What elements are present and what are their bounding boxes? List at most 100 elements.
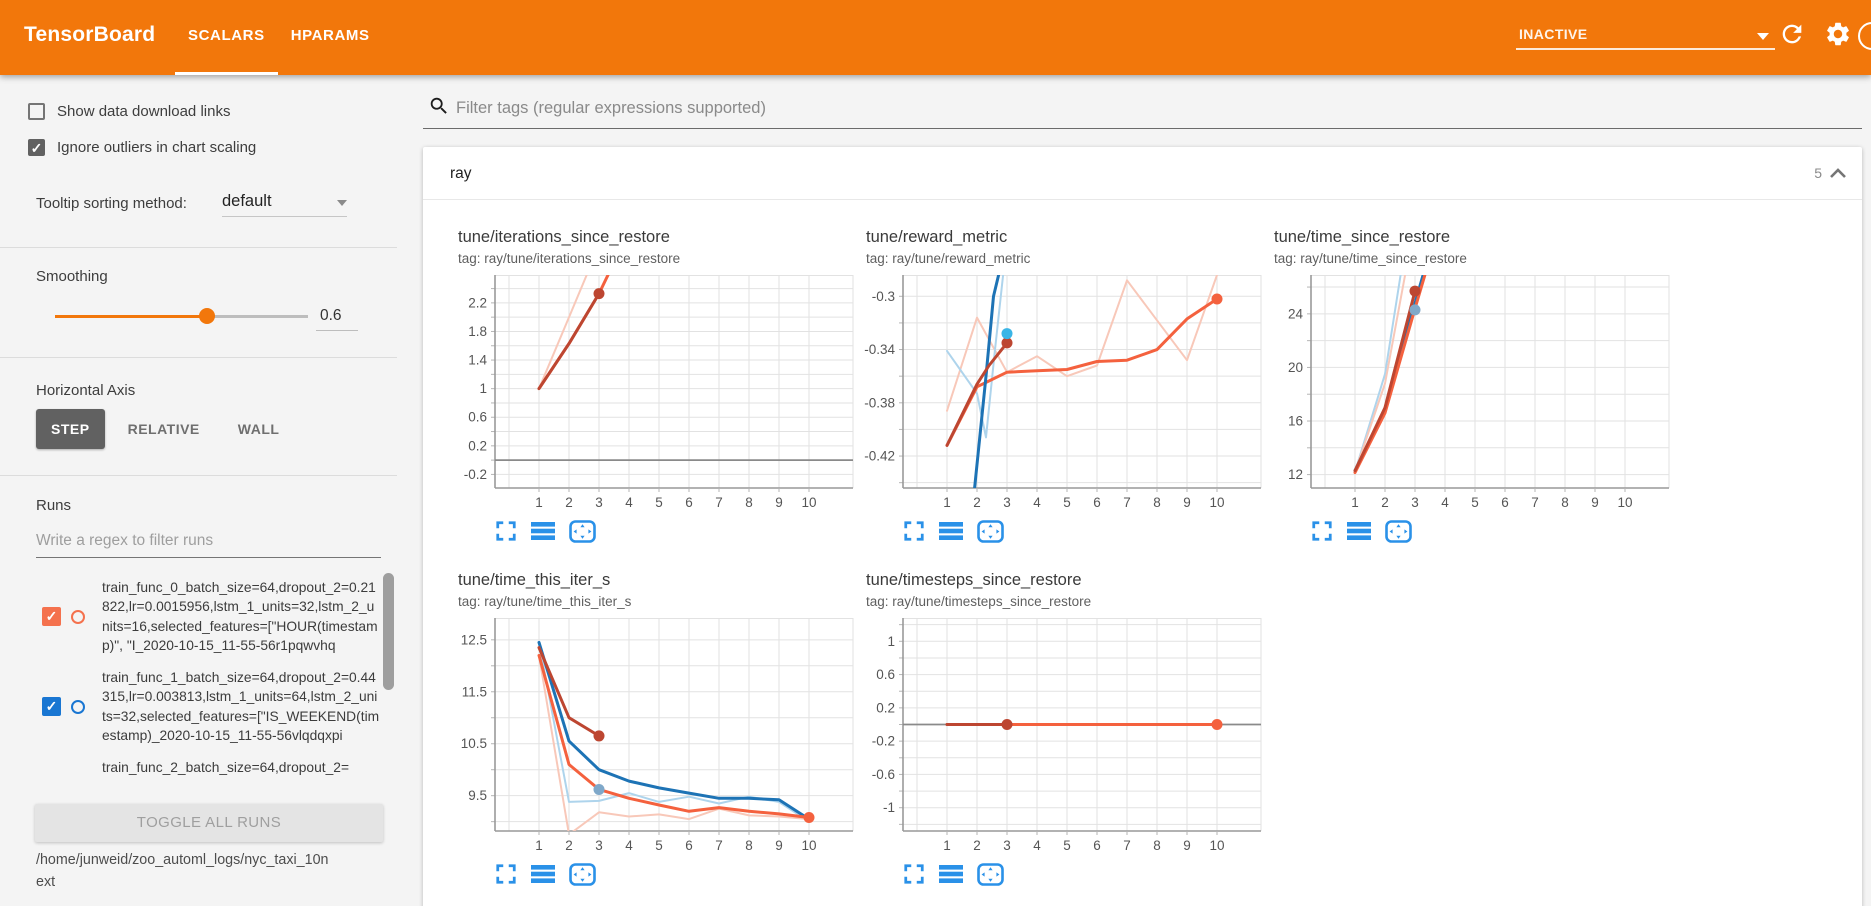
chart-plot[interactable]: -0.42 -0.38 -0.34 -0.3 1 2 3 4 5 6 7 8 9 10 (861, 275, 1264, 512)
expand-icon[interactable] (903, 520, 925, 542)
runs-table-icon[interactable] (531, 863, 555, 885)
toggle-all-runs-button[interactable]: TOGGLE ALL RUNS (35, 804, 383, 842)
fit-domain-icon[interactable] (977, 862, 1004, 886)
fit-domain-icon[interactable] (1385, 519, 1412, 543)
svg-text:1: 1 (479, 381, 487, 396)
svg-text:-0.3: -0.3 (872, 289, 895, 304)
chart-plot[interactable]: -1 -0.6 -0.2 0.2 0.6 1 1 2 3 4 5 6 7 8 9 10 (861, 618, 1264, 855)
svg-text:2: 2 (565, 495, 573, 510)
svg-text:9: 9 (1183, 495, 1191, 510)
chart-title: tune/timesteps_since_restore (866, 571, 1082, 589)
svg-text:5: 5 (655, 838, 663, 853)
svg-text:-0.2: -0.2 (872, 734, 895, 749)
svg-text:10: 10 (1209, 838, 1224, 853)
checkbox-label: Show data download links (57, 103, 231, 120)
refresh-icon[interactable] (1778, 20, 1808, 50)
scalar-chart-card: tune/iterations_since_restore tag: ray/tu… (453, 227, 856, 544)
svg-text:0.2: 0.2 (468, 438, 487, 453)
svg-text:1: 1 (943, 495, 951, 510)
chart-toolbar (495, 518, 856, 544)
series-end-dot (1409, 285, 1421, 297)
section-chart-count: 5 (1814, 165, 1822, 181)
runs-regex-input[interactable] (36, 524, 381, 558)
slider-knob[interactable] (199, 308, 215, 324)
svg-text:8: 8 (745, 495, 753, 510)
checkbox-unchecked[interactable] (28, 103, 45, 120)
smoothing-value[interactable]: 0.6 (320, 307, 342, 324)
tab-hparams[interactable]: HPARAMS (290, 27, 370, 44)
fit-domain-icon[interactable] (569, 519, 596, 543)
smoothing-slider[interactable] (55, 308, 308, 324)
svg-text:-0.34: -0.34 (864, 342, 895, 357)
svg-text:3: 3 (1003, 838, 1011, 853)
scalar-chart-card: tune/timesteps_since_restore tag: ray/tun… (861, 570, 1264, 887)
runs-table-icon[interactable] (939, 520, 963, 542)
svg-text:12.5: 12.5 (461, 632, 487, 647)
svg-text:7: 7 (1123, 495, 1131, 510)
fit-domain-icon[interactable] (977, 519, 1004, 543)
run-item[interactable]: ✓ train_func_0_batch_size=64,dropout_2=0.… (0, 578, 397, 655)
sidebar: Show data download links ✓ Ignore outliers… (0, 75, 397, 906)
run-item[interactable]: train_func_2_batch_size=64,dropout_2= (0, 758, 397, 777)
svg-text:4: 4 (1441, 495, 1449, 510)
svg-text:0.2: 0.2 (876, 700, 895, 715)
section-header[interactable]: ray 5 (423, 147, 1862, 200)
expand-icon[interactable] (495, 863, 517, 885)
expand-icon[interactable] (495, 520, 517, 542)
chart-toolbar (495, 861, 856, 887)
svg-text:10: 10 (801, 838, 816, 853)
svg-text:2: 2 (973, 495, 981, 510)
svg-text:3: 3 (1003, 495, 1011, 510)
tooltip-sorting-select[interactable]: default (222, 192, 347, 216)
series-end-dot (593, 288, 605, 300)
run-checkbox[interactable]: ✓ (42, 697, 61, 717)
checkbox-row[interactable]: ✓ Ignore outliers in chart scaling (28, 139, 256, 156)
chart-tag: tag: ray/tune/time_this_iter_s (458, 594, 632, 609)
chart-plot[interactable]: 9.5 10.5 11.5 12.5 1 2 3 4 5 6 7 8 9 10 (453, 618, 856, 855)
run-item[interactable]: ✓ train_func_1_batch_size=64,dropout_2=0.… (0, 668, 397, 745)
expand-icon[interactable] (903, 863, 925, 885)
svg-text:10: 10 (1209, 495, 1224, 510)
dashboard-tabs: SCALARS HPARAMS (175, 0, 383, 75)
runs-table-icon[interactable] (939, 863, 963, 885)
status-dropdown[interactable]: INACTIVE (1516, 20, 1775, 50)
tab-scalars[interactable]: SCALARS (175, 0, 278, 75)
svg-text:8: 8 (1561, 495, 1569, 510)
axis-option-step[interactable]: STEP (36, 409, 105, 449)
svg-text:0.6: 0.6 (468, 410, 487, 425)
runs-table-icon[interactable] (1347, 520, 1371, 542)
axis-option-wall[interactable]: WALL (237, 421, 280, 437)
axis-option-relative[interactable]: RELATIVE (127, 421, 200, 437)
chart-tag: tag: ray/tune/iterations_since_restore (458, 251, 681, 266)
fit-domain-icon[interactable] (569, 862, 596, 886)
series-end-dot (1409, 304, 1421, 316)
runs-scrollbar-thumb[interactable] (383, 573, 394, 690)
tooltip-sorting-value: default (222, 192, 272, 210)
checkbox-checked[interactable]: ✓ (28, 139, 45, 156)
series-end-dot (803, 811, 815, 823)
runs-table-icon[interactable] (531, 520, 555, 542)
run-color-radio[interactable] (71, 699, 85, 714)
scalar-chart-card: tune/time_since_restore tag: ray/tune/tim… (1269, 227, 1672, 544)
chart-toolbar (903, 518, 1264, 544)
tag-filter-input[interactable] (456, 91, 1862, 125)
chart-plot[interactable]: -0.2 0.2 0.6 1 1.4 1.8 2.2 1 2 3 4 5 6 7 8 9 10 (453, 275, 856, 512)
run-color-radio[interactable] (71, 609, 85, 624)
section-title: ray (450, 165, 472, 182)
settings-gear-icon[interactable] (1824, 20, 1854, 50)
chart-title: tune/iterations_since_restore (458, 228, 670, 246)
help-icon[interactable] (1858, 22, 1871, 50)
chevron-up-icon[interactable] (1830, 168, 1846, 178)
chart-title: tune/reward_metric (866, 228, 1008, 246)
svg-text:5: 5 (1063, 838, 1071, 853)
chart-title: tune/time_this_iter_s (458, 571, 611, 589)
svg-text:1.8: 1.8 (468, 324, 487, 339)
charts-grid: tune/iterations_since_restore tag: ray/tu… (423, 200, 1862, 906)
checkbox-row[interactable]: Show data download links (28, 103, 230, 120)
expand-icon[interactable] (1311, 520, 1333, 542)
run-checkbox[interactable]: ✓ (42, 607, 61, 627)
run-controls: ✓ (0, 697, 102, 717)
svg-text:4: 4 (1033, 495, 1041, 510)
svg-text:1: 1 (535, 838, 543, 853)
